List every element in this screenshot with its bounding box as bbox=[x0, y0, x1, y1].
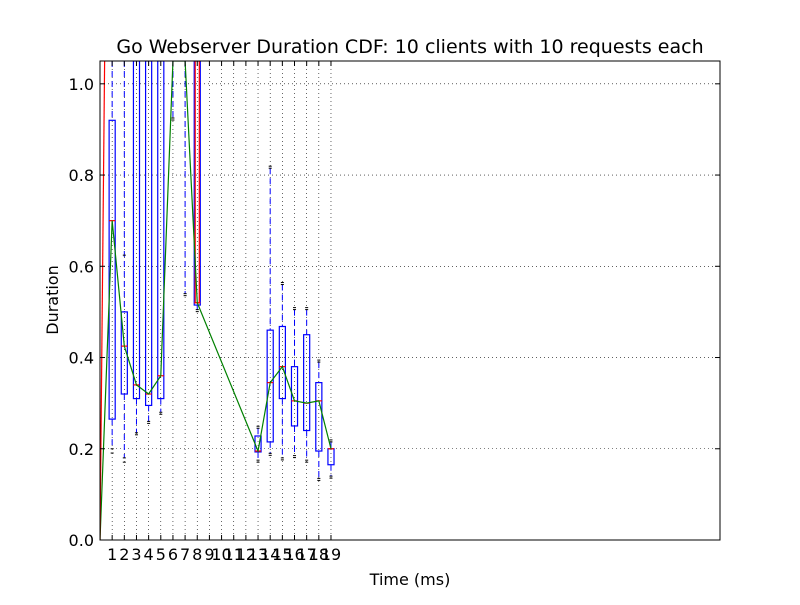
x-axis-label: Time (ms) bbox=[369, 570, 451, 589]
x-tick-label: 19 bbox=[321, 545, 341, 564]
box-18 bbox=[315, 359, 323, 481]
x-tick-label: 8 bbox=[192, 545, 202, 564]
y-tick-label: 0.8 bbox=[69, 166, 94, 185]
box-iqr bbox=[193, 61, 201, 306]
x-tick-label: 14 bbox=[260, 545, 280, 564]
grid-layer bbox=[100, 61, 720, 541]
x-tick-label: 1 bbox=[107, 545, 117, 564]
red-cdf-line bbox=[100, 61, 106, 540]
box-iqr bbox=[266, 329, 274, 443]
box-iqr bbox=[315, 382, 323, 452]
box-iqr bbox=[157, 61, 165, 400]
x-tick-label: 7 bbox=[180, 545, 190, 564]
x-tick-label: 17 bbox=[296, 545, 316, 564]
box-14 bbox=[266, 165, 274, 456]
x-tick-label: 15 bbox=[272, 545, 292, 564]
box-17 bbox=[303, 307, 311, 463]
x-tick-label: 12 bbox=[236, 545, 256, 564]
x-tick-label: 6 bbox=[168, 545, 178, 564]
x-tick-label: 10 bbox=[211, 545, 231, 564]
box-19 bbox=[327, 439, 335, 479]
box-iqr bbox=[120, 311, 128, 395]
x-tick-label: 2 bbox=[119, 545, 129, 564]
box-7 bbox=[183, 61, 187, 297]
box-13 bbox=[254, 425, 262, 463]
x-tick-label: 13 bbox=[248, 545, 268, 564]
x-tick-label: 16 bbox=[284, 545, 304, 564]
y-tick-label: 0.4 bbox=[69, 349, 94, 368]
box-16 bbox=[290, 307, 299, 459]
box-iqr bbox=[278, 325, 286, 400]
y-tick-label: 0.0 bbox=[69, 531, 94, 550]
x-tick-label: 5 bbox=[156, 545, 166, 564]
y-axis-label: Duration bbox=[43, 265, 62, 335]
x-tick-label: 4 bbox=[144, 545, 154, 564]
tick-layer: 0.00.20.40.60.81.01 2 3 4 5 6 7 8 91011121314151… bbox=[69, 61, 720, 564]
box-iqr bbox=[144, 61, 153, 407]
box-iqr bbox=[108, 119, 116, 420]
box-6 bbox=[171, 61, 175, 121]
box-iqr bbox=[132, 61, 141, 400]
x-tick-label: 3 bbox=[131, 545, 141, 564]
box-8 bbox=[193, 61, 201, 313]
x-tick-label: 18 bbox=[309, 545, 329, 564]
box-iqr bbox=[290, 366, 299, 427]
box-1 bbox=[108, 61, 116, 454]
chart-title: Go Webserver Duration CDF: 10 clients wi… bbox=[116, 36, 703, 58]
plot-frame bbox=[99, 60, 721, 541]
box-iqr bbox=[327, 448, 335, 466]
y-tick-label: 0.6 bbox=[69, 257, 94, 276]
median-trend-line bbox=[100, 61, 332, 540]
x-tick-label: 9 bbox=[204, 545, 214, 564]
x-tick-label: 11 bbox=[224, 545, 244, 564]
data-layer bbox=[100, 61, 335, 540]
y-tick-label: 1.0 bbox=[69, 75, 94, 94]
y-tick-label: 0.2 bbox=[69, 440, 94, 459]
box-iqr bbox=[303, 334, 311, 432]
